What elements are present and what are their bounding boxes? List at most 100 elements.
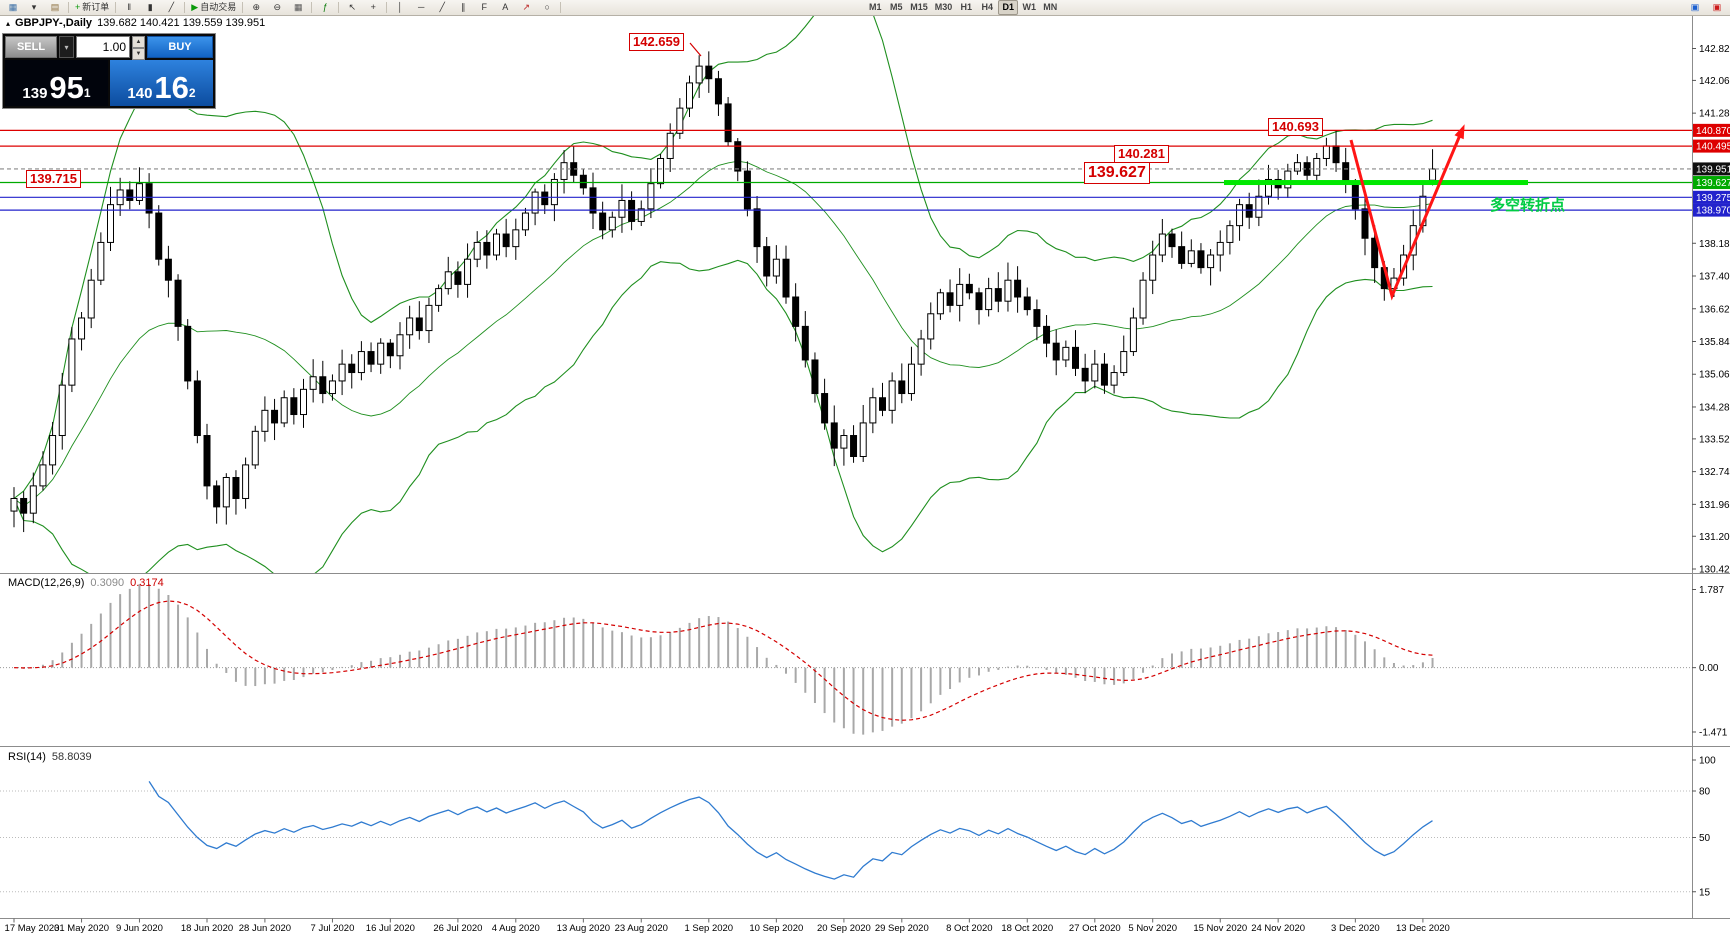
autotrade-button: ▶ — [191, 2, 199, 12]
svg-text:141.280: 141.280 — [1699, 109, 1730, 120]
tray-icon-blue[interactable]: ▣ — [1690, 2, 1700, 12]
sell-button[interactable]: SELL — [5, 36, 57, 58]
svg-text:139.627: 139.627 — [1696, 178, 1730, 189]
svg-text:15 Nov 2020: 15 Nov 2020 — [1193, 923, 1247, 934]
autotrade-button-label: 自动交易 — [200, 2, 237, 12]
toolbar-separator — [68, 2, 69, 13]
indicators-icon[interactable]: ƒ — [315, 0, 335, 15]
svg-text:0.00: 0.00 — [1699, 663, 1719, 674]
svg-text:28 Jun 2020: 28 Jun 2020 — [239, 923, 291, 934]
line-chart-icon[interactable]: ╱ — [161, 0, 181, 15]
crosshair-icon: + — [370, 2, 376, 12]
svg-text:138.180: 138.180 — [1699, 239, 1730, 250]
timeframe-mn-button[interactable]: MN — [1043, 2, 1058, 12]
chart-dropdown-icon: ▾ — [31, 2, 37, 12]
crosshair-icon[interactable]: + — [363, 0, 383, 15]
rsi-name: RSI(14) — [8, 751, 46, 763]
svg-text:7 Jul 2020: 7 Jul 2020 — [311, 923, 355, 934]
svg-text:131.200: 131.200 — [1699, 532, 1730, 543]
bar-chart-icon[interactable]: ‖ — [119, 0, 139, 15]
buy-button[interactable]: BUY — [147, 36, 213, 58]
toolbar-right-icons: ▣ ▣ — [1685, 0, 1727, 15]
new-chart-icon[interactable]: ▦ — [3, 0, 23, 15]
timeframe-m15-button[interactable]: M15 — [910, 2, 928, 12]
timeframe-m30-button[interactable]: M30 — [934, 2, 953, 12]
timeframe-w1-button[interactable]: W1 — [1022, 2, 1037, 12]
price-label-140281: 140.281 — [1114, 145, 1169, 163]
price-label-140693: 140.693 — [1268, 118, 1323, 136]
svg-text:1.787: 1.787 — [1699, 585, 1724, 596]
channel-icon[interactable]: ∥ — [453, 0, 473, 15]
zoom-out-icon[interactable]: ⊖ — [267, 0, 287, 15]
new-chart-icon: ▦ — [8, 2, 18, 12]
bid-price-button[interactable]: 139 95 1 — [5, 60, 108, 106]
ask-big-digits: 16 — [154, 70, 189, 105]
macd-panel — [0, 584, 1692, 735]
arrows-icon[interactable]: ↗ — [516, 0, 536, 15]
candlestick-chart-icon[interactable]: ▮ — [140, 0, 160, 15]
ask-price-button[interactable]: 140 16 2 — [110, 60, 213, 106]
svg-text:50: 50 — [1699, 833, 1711, 844]
svg-text:135.840: 135.840 — [1699, 337, 1730, 348]
trendline-icon[interactable]: ╱ — [432, 0, 452, 15]
horizontal-line-icon[interactable]: ─ — [411, 0, 431, 15]
tile-windows-icon: ▦ — [293, 2, 303, 12]
toolbar-separator — [242, 2, 244, 13]
new-order-button[interactable]: + 新订单 — [72, 0, 112, 15]
text-icon[interactable]: A — [495, 0, 515, 15]
svg-text:136.620: 136.620 — [1699, 304, 1730, 315]
symbol-name: GBPJPY-,Daily — [15, 17, 93, 29]
zoom-in-icon[interactable]: ⊕ — [246, 0, 266, 15]
lot-size-input[interactable] — [76, 36, 130, 58]
zoom-in-icon: ⊕ — [252, 2, 260, 12]
chart-symbol-icon: ▴ — [6, 18, 11, 28]
timeframe-h4-button[interactable]: H4 — [981, 2, 993, 12]
bar-chart-icon: ‖ — [127, 2, 132, 12]
fibonacci-icon[interactable]: F — [474, 0, 494, 15]
ask-prefix: 140 — [127, 85, 153, 102]
svg-text:139.951: 139.951 — [1696, 164, 1730, 175]
vertical-line-icon[interactable]: │ — [390, 0, 410, 15]
timeframe-m5-button[interactable]: M5 — [889, 2, 903, 12]
svg-text:15: 15 — [1699, 887, 1711, 898]
svg-text:16 Jul 2020: 16 Jul 2020 — [366, 923, 415, 934]
svg-text:18 Oct 2020: 18 Oct 2020 — [1001, 923, 1053, 934]
timeframe-d1-button[interactable]: D1 — [998, 0, 1019, 15]
lot-stepper[interactable]: ▲ ▼ — [132, 36, 145, 60]
svg-text:23 Aug 2020: 23 Aug 2020 — [615, 923, 668, 934]
timeframe-m1-button[interactable]: M1 — [868, 2, 882, 12]
svg-text:135.060: 135.060 — [1699, 370, 1730, 381]
svg-text:138.970: 138.970 — [1696, 206, 1730, 217]
shapes-icon[interactable]: ○ — [537, 0, 557, 15]
price-label-142659: 142.659 — [629, 33, 684, 51]
toolbar-separator — [311, 2, 313, 13]
tile-windows-icon[interactable]: ▦ — [288, 0, 308, 15]
toolbar-separator — [386, 2, 388, 13]
lot-increase-icon[interactable]: ▲ — [132, 36, 145, 48]
autotrade-button[interactable]: ▶ 自动交易 — [188, 0, 239, 15]
profiles-icon[interactable]: ▤ — [45, 0, 65, 15]
fibonacci-icon: F — [481, 2, 487, 12]
tray-icon-red[interactable]: ▣ — [1712, 2, 1722, 12]
svg-text:134.280: 134.280 — [1699, 402, 1730, 413]
toolbar: ▦ ▾ ▤ + 新订单 ‖ ▮ ╱ ▶ 自动交易 ⊕ ⊖ ▦ ƒ ↖ + │ ─ ╱ ∥ F A ↗ ○ M1 M5 M15 M30 H… — [0, 0, 1730, 16]
toolbar-separator — [184, 2, 186, 13]
svg-text:13 Dec 2020: 13 Dec 2020 — [1396, 923, 1450, 934]
svg-text:140.870: 140.870 — [1696, 126, 1730, 137]
order-type-dropdown[interactable]: ▾ — [59, 36, 74, 58]
new-order-button-label: 新订单 — [82, 2, 110, 12]
rsi-value: 58.8039 — [51, 751, 92, 763]
cursor-icon[interactable]: ↖ — [342, 0, 362, 15]
svg-text:13 Aug 2020: 13 Aug 2020 — [557, 923, 610, 934]
horizontal-line-icon: ─ — [418, 2, 425, 12]
timeframe-h1-button[interactable]: H1 — [960, 2, 972, 12]
svg-text:3 Dec 2020: 3 Dec 2020 — [1331, 923, 1380, 934]
candlestick-chart-icon: ▮ — [147, 2, 153, 12]
lot-decrease-icon[interactable]: ▼ — [132, 48, 145, 60]
chart-dropdown-icon[interactable]: ▾ — [24, 0, 44, 15]
shapes-icon: ○ — [544, 2, 550, 12]
macd-signal-value: 0.3174 — [130, 577, 164, 589]
svg-text:4 Aug 2020: 4 Aug 2020 — [492, 923, 540, 934]
ask-pipette: 2 — [188, 86, 196, 100]
